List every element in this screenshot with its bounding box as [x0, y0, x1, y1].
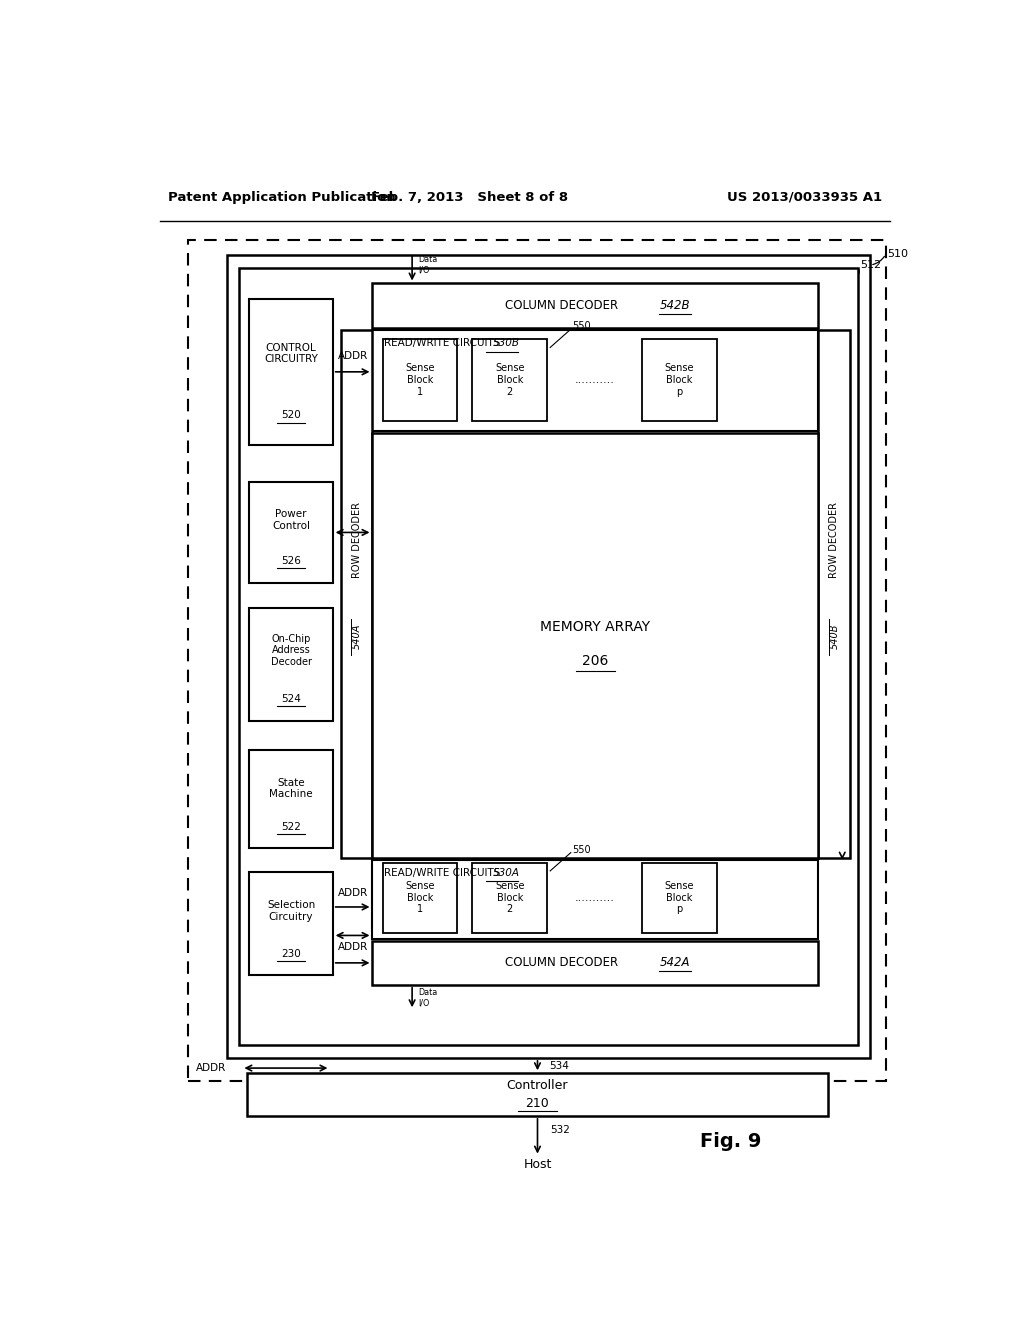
FancyBboxPatch shape — [383, 339, 458, 421]
Text: ADDR: ADDR — [338, 351, 368, 360]
Text: 526: 526 — [282, 556, 301, 566]
Text: READ/WRITE CIRCUITS: READ/WRITE CIRCUITS — [384, 869, 504, 878]
FancyBboxPatch shape — [341, 330, 373, 858]
FancyBboxPatch shape — [250, 873, 333, 974]
Text: Sense
Block
2: Sense Block 2 — [495, 363, 524, 396]
FancyBboxPatch shape — [247, 1073, 828, 1115]
Text: ROW DECODER: ROW DECODER — [351, 499, 361, 578]
Text: Selection
Circuitry: Selection Circuitry — [267, 900, 315, 921]
Text: 540B: 540B — [829, 624, 840, 649]
Text: Sense
Block
1: Sense Block 1 — [406, 363, 435, 396]
Text: 542B: 542B — [659, 300, 690, 313]
FancyBboxPatch shape — [250, 298, 333, 445]
Text: ADDR: ADDR — [338, 888, 368, 898]
Text: ADDR: ADDR — [338, 941, 368, 952]
Text: 540A: 540A — [351, 624, 361, 649]
Text: 520: 520 — [282, 409, 301, 420]
Text: US 2013/0033935 A1: US 2013/0033935 A1 — [727, 190, 882, 203]
Text: 550: 550 — [572, 845, 591, 854]
FancyBboxPatch shape — [373, 941, 818, 985]
FancyBboxPatch shape — [642, 863, 717, 933]
Text: Sense
Block
p: Sense Block p — [665, 363, 694, 396]
Text: Sense
Block
1: Sense Block 1 — [406, 882, 435, 915]
Text: Host: Host — [523, 1158, 552, 1171]
Text: 210: 210 — [525, 1097, 549, 1110]
Text: Sense
Block
2: Sense Block 2 — [495, 882, 524, 915]
Text: ...........: ........... — [574, 375, 614, 385]
FancyBboxPatch shape — [383, 863, 458, 933]
Text: Data
I/O: Data I/O — [419, 256, 437, 275]
Text: 512: 512 — [860, 260, 881, 271]
Text: 550: 550 — [572, 321, 591, 331]
Text: Fig. 9: Fig. 9 — [700, 1131, 762, 1151]
FancyBboxPatch shape — [250, 750, 333, 847]
Text: Power
Control: Power Control — [272, 510, 310, 531]
FancyBboxPatch shape — [187, 240, 886, 1081]
Text: 530B: 530B — [494, 338, 520, 348]
Text: Feb. 7, 2013   Sheet 8 of 8: Feb. 7, 2013 Sheet 8 of 8 — [371, 190, 568, 203]
FancyBboxPatch shape — [250, 607, 333, 722]
Text: Patent Application Publication: Patent Application Publication — [168, 190, 395, 203]
Text: 522: 522 — [282, 822, 301, 832]
Text: State
Machine: State Machine — [269, 777, 313, 800]
Text: ROW DECODER: ROW DECODER — [829, 499, 840, 578]
Text: ADDR: ADDR — [196, 1063, 225, 1073]
FancyBboxPatch shape — [472, 863, 547, 933]
Text: 230: 230 — [282, 949, 301, 960]
Text: 206: 206 — [583, 653, 608, 668]
Text: ...........: ........... — [574, 892, 614, 903]
FancyBboxPatch shape — [818, 330, 850, 858]
Text: READ/WRITE CIRCUITS: READ/WRITE CIRCUITS — [384, 338, 504, 348]
Text: COLUMN DECODER: COLUMN DECODER — [505, 300, 623, 313]
FancyBboxPatch shape — [373, 433, 818, 858]
FancyBboxPatch shape — [373, 330, 818, 430]
Text: 530A: 530A — [494, 869, 520, 878]
FancyBboxPatch shape — [240, 268, 858, 1044]
Text: MEMORY ARRAY: MEMORY ARRAY — [541, 620, 650, 634]
Text: Data
I/O: Data I/O — [419, 989, 437, 1007]
FancyBboxPatch shape — [373, 284, 818, 329]
Text: 524: 524 — [282, 694, 301, 704]
Text: Controller: Controller — [507, 1078, 568, 1092]
FancyBboxPatch shape — [472, 339, 547, 421]
Text: CONTROL
CIRCUITRY: CONTROL CIRCUITRY — [264, 343, 318, 364]
FancyBboxPatch shape — [227, 255, 870, 1057]
Text: COLUMN DECODER: COLUMN DECODER — [505, 957, 623, 969]
FancyBboxPatch shape — [642, 339, 717, 421]
FancyBboxPatch shape — [373, 859, 818, 939]
Text: 534: 534 — [550, 1060, 569, 1071]
Text: 542A: 542A — [659, 957, 690, 969]
Text: 532: 532 — [550, 1125, 570, 1135]
Text: On-Chip
Address
Decoder: On-Chip Address Decoder — [270, 634, 311, 667]
Text: Sense
Block
p: Sense Block p — [665, 882, 694, 915]
FancyBboxPatch shape — [250, 482, 333, 583]
Text: 510: 510 — [888, 249, 908, 259]
